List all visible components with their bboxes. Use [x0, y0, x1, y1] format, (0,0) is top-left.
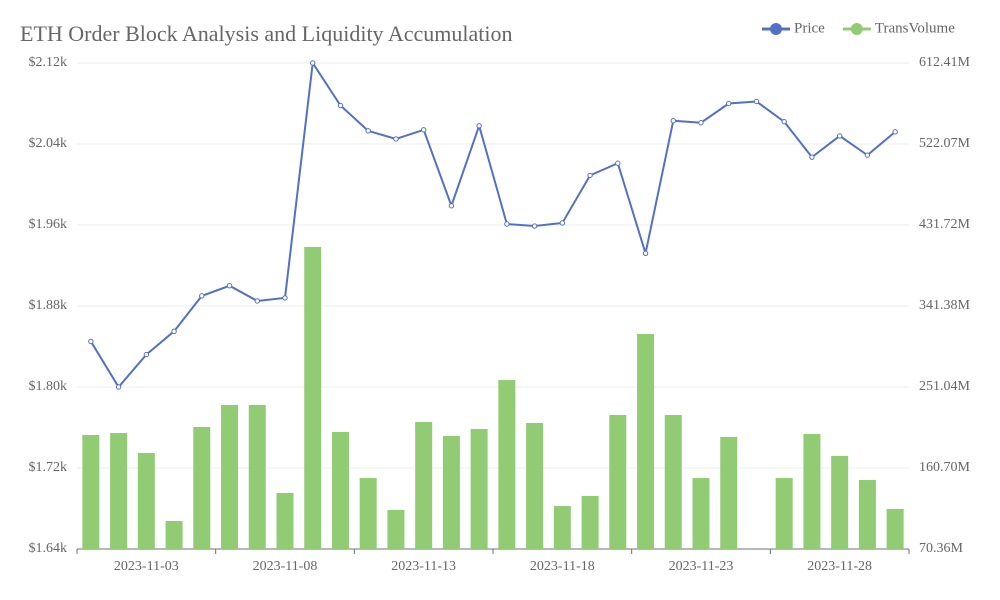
bar [137, 453, 155, 549]
y-tick-label: $1.72k [29, 460, 68, 475]
bar [221, 404, 239, 549]
y2-tick-label: 341.38M [919, 298, 971, 313]
bar [553, 506, 571, 549]
price-point [448, 203, 455, 209]
bar [470, 428, 488, 549]
price-point [393, 136, 399, 142]
x-tick-label: 2023-11-18 [530, 559, 595, 574]
x-tick-label: 2023-11-03 [114, 559, 179, 574]
y2-tick-label: 251.04M [919, 379, 971, 394]
price-point [420, 127, 427, 133]
bar [415, 422, 433, 549]
bar [110, 433, 128, 549]
bar [193, 427, 211, 549]
bar [831, 455, 849, 549]
bar [775, 478, 793, 549]
price-point [226, 283, 233, 289]
y-tick-label: $2.04k [29, 136, 68, 151]
bar [387, 509, 405, 549]
price-point [698, 120, 704, 126]
y-tick-label: $1.88k [29, 298, 68, 313]
bar [803, 434, 821, 549]
bar [858, 480, 876, 549]
bar [82, 435, 100, 549]
bar [886, 508, 904, 549]
price-point [282, 295, 288, 301]
y-tick-label: $2.12k [29, 55, 68, 70]
y2-tick-label: 70.36M [919, 541, 964, 556]
price-point [254, 298, 260, 304]
price-line [90, 60, 896, 389]
price-point [615, 160, 621, 166]
bar [637, 333, 655, 549]
bar [692, 478, 710, 549]
y-tick-label: $1.64k [29, 541, 68, 556]
bar [498, 380, 516, 549]
bar [581, 495, 599, 549]
price-point [143, 351, 150, 358]
price-point [753, 98, 760, 105]
price-point [726, 100, 732, 107]
bar [664, 415, 682, 549]
price-point [476, 123, 482, 129]
bar [165, 520, 183, 549]
price-point [781, 119, 787, 125]
bar [609, 415, 627, 549]
bar [331, 431, 349, 549]
chart-title: ETH Order Block Analysis and Liquidity A… [20, 21, 512, 46]
price-point [199, 293, 205, 299]
legend-label: Price [794, 20, 825, 36]
legend-swatch-dot [770, 23, 782, 35]
price-point [171, 328, 177, 335]
bar [720, 436, 738, 549]
bar [526, 422, 544, 549]
price-point [864, 152, 871, 158]
price-point [670, 118, 676, 124]
price-point [310, 60, 316, 66]
y-tick-label: $1.80k [29, 379, 68, 394]
bar [276, 493, 294, 549]
y-tick-label: $1.96k [29, 217, 68, 232]
y2-tick-label: 431.72M [919, 217, 971, 232]
price-point [504, 221, 510, 227]
y2-tick-label: 522.07M [919, 136, 971, 151]
price-point [531, 223, 538, 229]
y2-tick-label: 160.70M [919, 460, 971, 475]
y2-tick-label: 612.41M [919, 55, 971, 70]
legend-label: TransVolume [875, 20, 955, 36]
price-point [892, 129, 898, 135]
price-point [587, 172, 593, 179]
legend-swatch-dot [850, 23, 863, 35]
price-point [365, 128, 371, 134]
x-tick-label: 2023-11-08 [253, 559, 318, 574]
bar [248, 404, 266, 549]
bar [304, 246, 322, 549]
price-point [642, 250, 649, 257]
price-point [809, 154, 815, 160]
x-tick-label: 2023-11-13 [391, 559, 456, 574]
price-point [559, 220, 566, 226]
bar [359, 478, 377, 549]
x-tick-label: 2023-11-23 [669, 559, 734, 574]
price-point [115, 384, 122, 390]
bar [442, 435, 460, 549]
price-point [337, 102, 344, 109]
price-point [88, 338, 94, 345]
price-point [836, 133, 843, 139]
x-tick-label: 2023-11-28 [807, 559, 872, 574]
